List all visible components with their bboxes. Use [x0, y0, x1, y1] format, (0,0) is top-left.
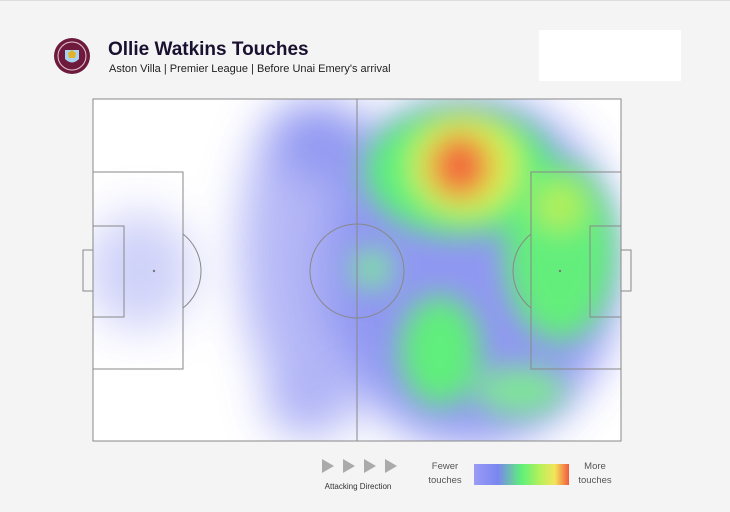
blank-panel	[539, 30, 681, 81]
club-badge	[54, 38, 90, 74]
penalty-spot	[558, 269, 562, 273]
penalty-spot	[152, 269, 156, 273]
title: Ollie Watkins Touches	[108, 39, 309, 60]
direction-label: Attacking Direction	[325, 482, 392, 491]
pitch-lines	[82, 98, 632, 442]
subtitle: Aston Villa | Premier League | Before Un…	[109, 63, 391, 75]
direction-arrows	[322, 459, 397, 473]
legend-low-box: Fewer touches	[428, 461, 462, 486]
legend-high: More touches	[578, 461, 612, 486]
legend-gradient	[474, 464, 569, 485]
heatmap	[93, 99, 620, 441]
legend-high-box: More touches	[578, 461, 612, 486]
legend-low: Fewer touches	[428, 461, 462, 486]
